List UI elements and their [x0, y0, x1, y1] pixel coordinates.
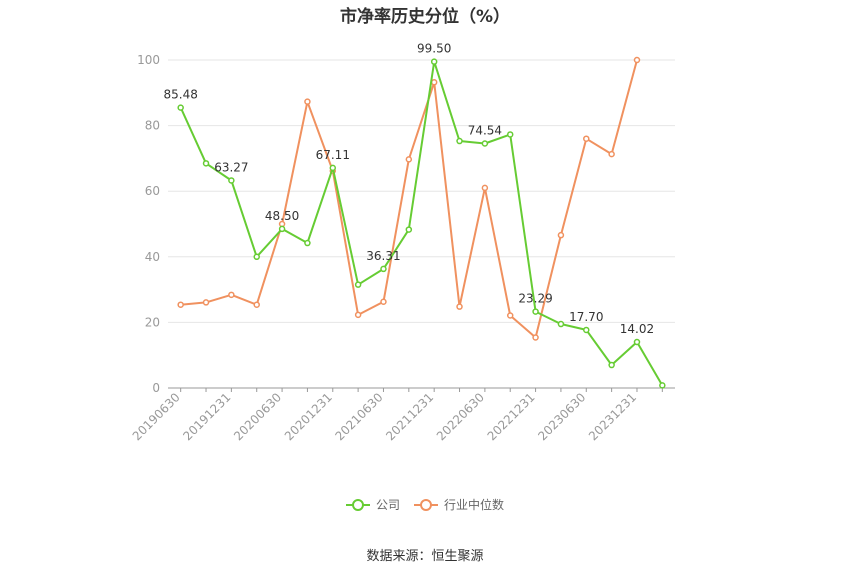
company-point — [532, 308, 539, 315]
industry-median-point — [228, 291, 235, 299]
company-data-label: 48.50 — [265, 209, 299, 223]
company-point — [633, 338, 641, 346]
x-tick-label: 20230630 — [535, 390, 588, 443]
x-tick-label: 20190630 — [130, 390, 183, 443]
industry-median-point — [405, 156, 413, 163]
legend-company-label: 公司 — [375, 498, 400, 512]
industry-median-point — [557, 231, 565, 239]
chart-title: 市净率历史分位（%） — [339, 7, 511, 27]
industry-median-point — [304, 98, 311, 105]
company-data-label: 63.27 — [214, 160, 248, 174]
company-point — [354, 281, 362, 288]
legend-item-industry-median[interactable]: 行业中位数 — [414, 496, 504, 513]
y-tick-label: 20 — [145, 315, 160, 329]
company-point — [481, 140, 489, 147]
industry-median-point — [532, 334, 539, 341]
company-point — [253, 253, 260, 261]
industry-median-point — [177, 301, 184, 308]
y-tick-label: 40 — [145, 250, 160, 264]
x-tick-label: 20210630 — [333, 390, 386, 443]
company-point — [557, 320, 565, 328]
industry-median-point — [202, 299, 210, 306]
company-data-label: 23.29 — [518, 292, 552, 306]
company-data-label: 99.50 — [417, 42, 451, 56]
company-point — [583, 326, 590, 334]
company-point — [278, 225, 286, 233]
x-tick-label: 20200630 — [231, 390, 284, 443]
company-point — [177, 104, 184, 111]
x-tick-label: 20201231 — [282, 390, 335, 443]
company-point — [608, 361, 615, 369]
y-tick-label: 0 — [152, 381, 160, 395]
industry-median-point — [583, 135, 590, 142]
company-data-label: 85.48 — [163, 88, 197, 102]
legend-item-company[interactable]: 公司 — [345, 496, 400, 513]
company-point — [405, 226, 413, 233]
company-point — [430, 58, 438, 65]
company-data-label: 14.02 — [620, 322, 654, 336]
x-tick-label: 20231231 — [586, 390, 639, 443]
legend-industry-marker — [414, 498, 438, 512]
industry-median-point — [633, 56, 641, 64]
y-tick-label: 60 — [145, 184, 160, 198]
legend-industry-label: 行业中位数 — [444, 498, 505, 512]
x-tick-label: 20211231 — [383, 390, 436, 443]
chart-legend: 公司 行业中位数 — [0, 496, 850, 513]
company-point — [304, 239, 311, 247]
industry-median-point — [608, 150, 615, 158]
industry-median-point — [253, 301, 260, 308]
x-tick-label: 20220630 — [434, 390, 487, 443]
company-point — [228, 177, 235, 184]
legend-company-marker — [345, 498, 370, 512]
company-data-label: 36.31 — [366, 249, 400, 263]
industry-median-point — [354, 311, 362, 319]
company-point — [380, 265, 387, 273]
industry-median-point — [506, 312, 514, 319]
industry-median-point — [481, 184, 489, 192]
company-point — [202, 160, 210, 167]
company-point — [506, 131, 514, 138]
y-tick-label: 100 — [137, 53, 160, 67]
industry-median-point — [430, 79, 438, 86]
company-point — [456, 137, 463, 145]
industry-median-point — [456, 303, 463, 310]
industry-median-point — [380, 298, 387, 305]
x-tick-label: 20191231 — [180, 390, 233, 443]
company-data-label: 74.54 — [468, 124, 502, 138]
series-line-company — [179, 60, 664, 386]
series-line-industry-median — [180, 59, 638, 339]
company-data-label: 67.11 — [316, 148, 350, 162]
x-tick-label: 20221231 — [485, 390, 538, 443]
company-point — [659, 382, 666, 389]
company-point — [329, 164, 337, 172]
data-source-note: 数据来源：恒生聚源 — [366, 549, 484, 564]
y-tick-label: 80 — [145, 119, 160, 133]
company-data-label: 17.70 — [569, 310, 603, 324]
